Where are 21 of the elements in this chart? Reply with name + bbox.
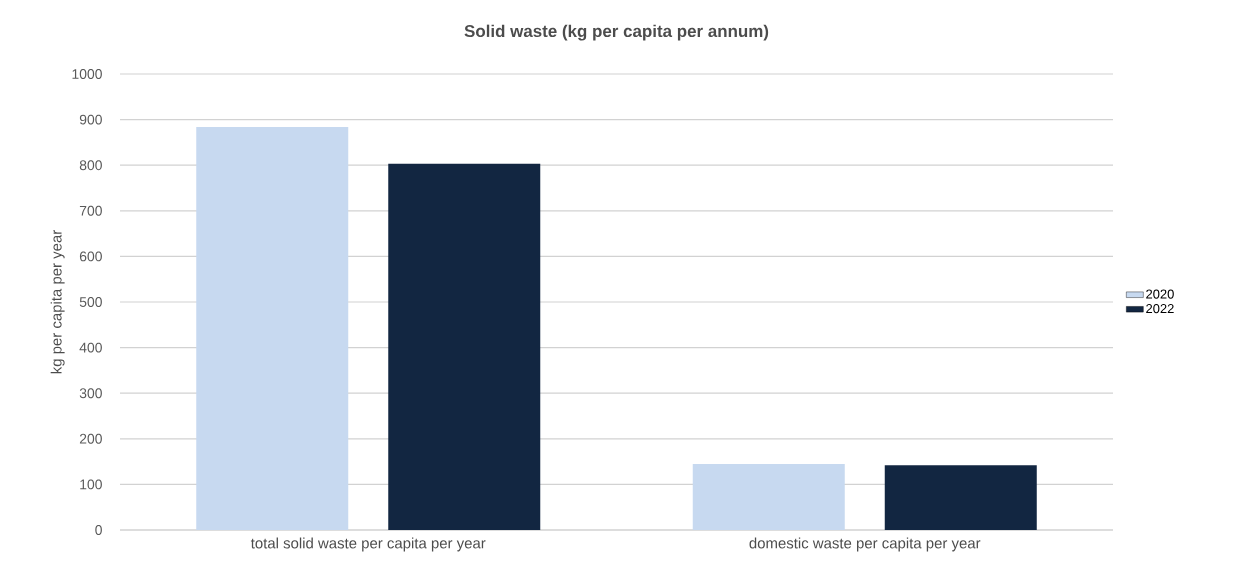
y-tick-label: 200 — [79, 433, 102, 444]
bar — [692, 463, 845, 530]
bar — [196, 126, 349, 530]
legend-label: 2020 — [1146, 289, 1174, 299]
chart-title: Solid waste (kg per capita per annum) — [464, 24, 769, 41]
y-tick-label: 500 — [79, 297, 102, 307]
y-tick-label: 1000 — [72, 69, 102, 79]
bar — [884, 465, 1037, 530]
bar — [388, 163, 541, 530]
y-tick-label: 100 — [80, 479, 102, 490]
y-tick-label: 300 — [79, 388, 102, 399]
y-tick-label: 0 — [95, 525, 102, 535]
y-tick-label: 600 — [79, 251, 102, 262]
y-tick-label: 900 — [79, 114, 102, 125]
y-tick-label: 400 — [79, 342, 102, 353]
y-axis-title: kg per capita per year — [50, 230, 65, 374]
legend-label: 2022 — [1146, 303, 1174, 314]
y-tick-label: 700 — [79, 205, 102, 216]
x-tick-label: total solid waste per capita per year — [250, 537, 486, 552]
y-tick-label: 800 — [79, 160, 102, 171]
x-tick-label: domestic waste per capita per year — [749, 537, 981, 552]
